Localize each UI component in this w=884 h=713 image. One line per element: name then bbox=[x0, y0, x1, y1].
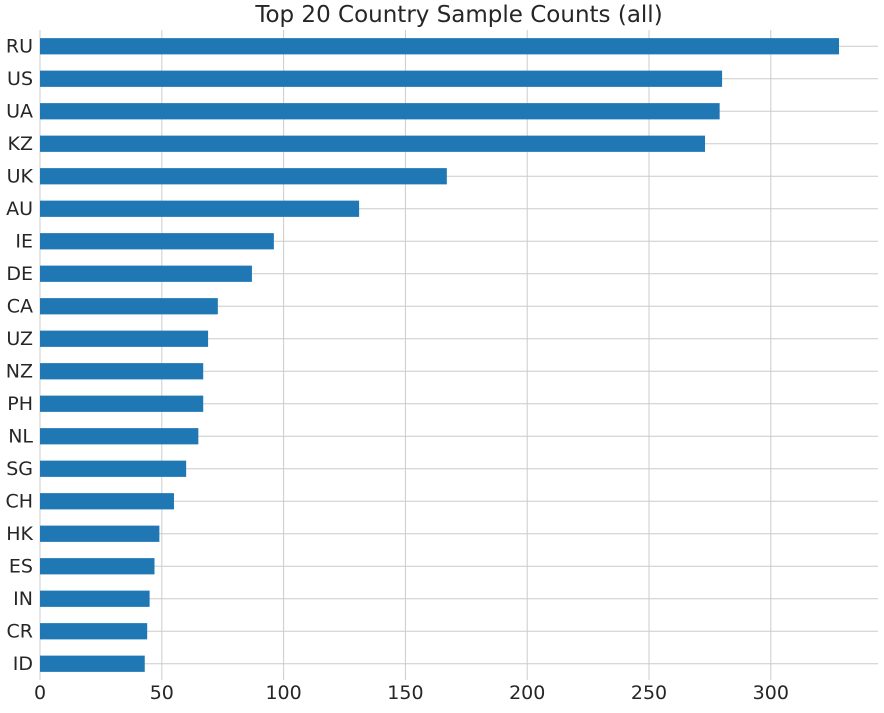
bar-cr bbox=[40, 623, 148, 640]
bar-kz bbox=[40, 135, 706, 152]
bar-nz bbox=[40, 363, 204, 380]
bar-ca bbox=[40, 298, 218, 315]
bar-ph bbox=[40, 395, 204, 412]
y-tick-label: UZ bbox=[6, 328, 33, 350]
bar-nl bbox=[40, 428, 199, 445]
y-tick-label: CR bbox=[7, 620, 33, 642]
y-tick-label: PH bbox=[7, 393, 33, 415]
x-tick-label: 0 bbox=[34, 682, 46, 704]
y-tick-label: CH bbox=[5, 490, 33, 512]
bar-uk bbox=[40, 168, 447, 185]
x-tick-label: 300 bbox=[753, 682, 789, 704]
y-tick-label: KZ bbox=[8, 133, 33, 155]
x-tick-label: 200 bbox=[509, 682, 545, 704]
y-tick-label: ID bbox=[13, 653, 33, 675]
bar-au bbox=[40, 200, 360, 217]
y-tick-label: CA bbox=[7, 295, 33, 317]
bar-es bbox=[40, 558, 155, 575]
chart-title: Top 20 Country Sample Counts (all) bbox=[255, 2, 663, 28]
bar-uz bbox=[40, 330, 209, 347]
bar-hk bbox=[40, 525, 160, 542]
y-tick-label: HK bbox=[6, 523, 33, 545]
bar-sg bbox=[40, 460, 187, 477]
y-tick-label: UA bbox=[6, 100, 33, 122]
bar-ie bbox=[40, 233, 274, 250]
plot-area bbox=[40, 30, 878, 680]
bar-us bbox=[40, 70, 723, 87]
bar-in bbox=[40, 590, 150, 607]
y-tick-label: NZ bbox=[6, 360, 33, 382]
y-tick-labels: RU US UA KZ UK AU IE DE CA UZ NZ PH NL SG CH HK ES IN CR ID bbox=[5, 35, 33, 675]
bar-id bbox=[40, 655, 145, 672]
bar-ch bbox=[40, 493, 174, 510]
x-tick-labels: 0 50 100 150 200 250 300 bbox=[34, 682, 789, 704]
bar-ru bbox=[40, 38, 840, 55]
y-tick-label: UK bbox=[7, 165, 34, 187]
x-tick-label: 150 bbox=[387, 682, 423, 704]
x-tick-label: 100 bbox=[265, 682, 301, 704]
y-tick-label: IN bbox=[13, 588, 33, 610]
x-tick-label: 250 bbox=[631, 682, 667, 704]
y-tick-label: AU bbox=[6, 198, 33, 220]
y-tick-label: DE bbox=[6, 263, 33, 285]
bar-de bbox=[40, 265, 252, 282]
y-tick-label: SG bbox=[6, 458, 33, 480]
y-tick-label: US bbox=[7, 68, 33, 90]
y-tick-label: RU bbox=[6, 35, 33, 57]
y-tick-label: ES bbox=[9, 555, 33, 577]
x-tick-label: 50 bbox=[150, 682, 174, 704]
bar-ua bbox=[40, 103, 720, 120]
bar-layer bbox=[40, 38, 840, 672]
y-tick-label: IE bbox=[15, 230, 33, 252]
y-tick-label: NL bbox=[8, 425, 33, 447]
